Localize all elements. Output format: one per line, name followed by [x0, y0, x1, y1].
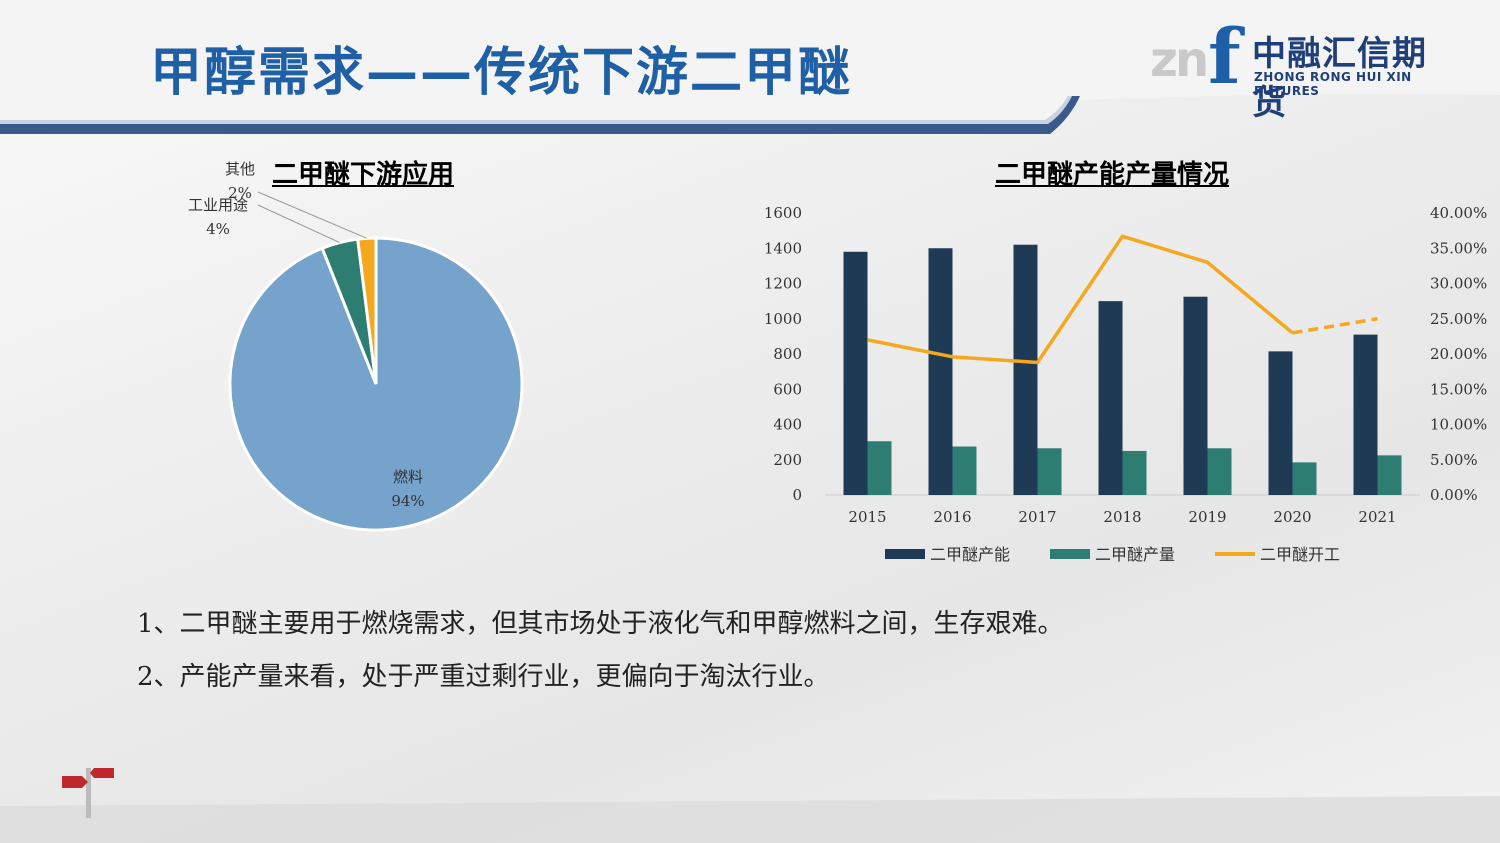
y-left-tick-label: 400	[773, 416, 802, 434]
y-right-tick-label: 40.00%	[1430, 204, 1487, 222]
y-left-tick-label: 200	[773, 451, 802, 469]
pie-label-value-1: 4%	[206, 220, 230, 238]
x-tick-label: 2019	[1188, 508, 1226, 526]
y-left-tick-label: 1200	[764, 275, 802, 293]
bar-capacity	[1013, 244, 1038, 495]
line-utilization	[867, 234, 1294, 365]
y-right-tick-label: 10.00%	[1430, 416, 1487, 434]
legend-swatch-1	[1050, 549, 1090, 559]
note-1: 1、二甲醚主要用于燃烧需求，但其市场处于液化气和甲醇燃料之间，生存艰难。	[137, 609, 1064, 639]
pie-label-2: 其他	[225, 160, 255, 178]
bar-output	[1037, 448, 1062, 495]
x-tick-label: 2015	[848, 508, 886, 526]
y-left-tick-label: 1000	[764, 310, 802, 328]
y-left-tick-label: 0	[792, 486, 802, 504]
pie-leader-line-1	[257, 204, 340, 244]
y-left-tick-label: 800	[773, 345, 802, 363]
legend-swatch-0	[885, 549, 925, 559]
bar-output	[867, 441, 892, 495]
page-title: 甲醇需求——传统下游二甲醚	[150, 43, 853, 103]
bar-chart-title: 二甲醚产能产量情况	[995, 160, 1230, 190]
pie-label-value-2: 2%	[228, 184, 252, 202]
signpost-icon	[62, 768, 114, 818]
pie-chart-title: 二甲醚下游应用	[272, 160, 455, 190]
x-tick-label: 2018	[1103, 508, 1141, 526]
pie-chart: 燃料 94% 工业用途 4% 其他 2%	[188, 160, 524, 532]
y-right-tick-label: 15.00%	[1430, 380, 1487, 398]
y-right-tick-label: 35.00%	[1430, 239, 1487, 257]
line-utilization-forecast	[1292, 317, 1378, 335]
logo-english-name: ZHONG RONG HUI XIN FUTURES	[1254, 70, 1412, 98]
y-left-tick-label: 1400	[764, 239, 802, 257]
note-2: 2、产能产量来看，处于严重过剩行业，更偏向于淘汰行业。	[137, 662, 830, 692]
bar-capacity	[1183, 296, 1208, 495]
y-right-tick-label: 25.00%	[1430, 310, 1487, 328]
logo-mark: zn	[1150, 32, 1209, 88]
y-left-tick-label: 1600	[764, 204, 802, 222]
bar-capacity	[843, 251, 868, 495]
pie-label-1: 工业用途	[188, 196, 248, 214]
y-right-tick-label: 5.00%	[1430, 451, 1478, 469]
bar-output	[1292, 462, 1317, 495]
legend-label-0: 二甲醚产能	[930, 545, 1010, 564]
bar-output	[952, 446, 977, 495]
legend-label-2: 二甲醚开工	[1260, 545, 1340, 564]
logo-chinese-name: 中融汇信期货	[1252, 34, 1427, 123]
x-tick-label: 2020	[1273, 508, 1311, 526]
bar-capacity	[1353, 334, 1378, 495]
y-right-tick-label: 30.00%	[1430, 275, 1487, 293]
bar-capacity	[928, 248, 953, 495]
pie-label-value-0: 94%	[391, 492, 424, 510]
bar-capacity	[1098, 301, 1123, 495]
legend-label-1: 二甲醚产量	[1095, 545, 1175, 564]
y-right-tick-label: 0.00%	[1430, 486, 1478, 504]
logo-f-mark: f	[1208, 12, 1241, 101]
y-left-tick-label: 600	[773, 380, 802, 398]
x-tick-label: 2017	[1018, 508, 1056, 526]
y-right-tick-label: 20.00%	[1430, 345, 1487, 363]
x-tick-label: 2016	[933, 508, 971, 526]
bar-output	[1377, 455, 1402, 495]
combo-bar-line-chart: 0 200 400 600 800 1000 1200 1400 1600 0.00% 5.00% 1…	[764, 204, 1487, 564]
pie-label-0: 燃料	[393, 468, 423, 486]
bar-output	[1122, 450, 1147, 495]
bar-capacity	[1268, 351, 1293, 495]
company-logo: zn f 中融汇信期货 ZHONG RONG HUI XIN FUTURES	[1150, 12, 1460, 123]
x-tick-label: 2021	[1358, 508, 1396, 526]
pie-leader-line-2	[257, 191, 368, 239]
bar-output	[1207, 448, 1232, 495]
